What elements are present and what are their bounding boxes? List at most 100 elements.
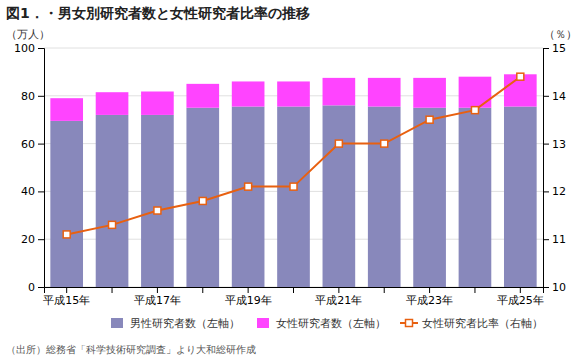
grid-line [44,48,543,49]
tick-mark [38,239,44,240]
x-axis-tick: 平成23年 [406,287,453,307]
tick-mark [429,287,430,293]
bar [232,81,265,106]
y2-axis: 101112131415 [543,42,566,294]
bar [186,84,219,108]
tick-label: 平成15年 [43,294,90,307]
y2-axis-tick: 11 [543,233,566,246]
tick-label: 11 [552,233,566,246]
bar [96,115,129,287]
title: 図1．・男女別研究者数と女性研究者比率の推移 [6,5,310,21]
bar-series [50,74,536,121]
bar [368,107,401,287]
tick-label: 20 [21,233,35,246]
y-axis-tick: 60 [21,138,44,151]
tick-label: 15 [552,42,566,55]
tick-label: 平成21年 [315,294,362,307]
legend-symbol [257,318,269,328]
tick-mark [38,191,44,192]
y-axis: 0 20 40 60 80 100 [14,42,45,294]
legend-item: 女性研究者数（左軸） [257,317,386,330]
bar [504,107,537,287]
marker [154,207,161,214]
bar [50,121,83,287]
legend-item: 男性研究者数（左軸） [111,317,240,330]
y2-axis-label: （％） [544,28,577,41]
tick-label: 13 [552,138,566,151]
tick-label: 平成23年 [406,294,453,307]
marker [109,221,116,228]
tick-label: 平成17年 [134,294,181,307]
marker [245,183,252,190]
bar [368,78,401,107]
tick-mark [543,191,549,192]
tick-mark [293,287,294,293]
x-axis-tick: 平成17年 [134,287,181,307]
legend-item: 女性研究者比率（右軸） [400,317,543,330]
x-axis-tick [202,287,203,293]
tick-mark [543,144,549,145]
line [67,77,521,235]
legend-label: 男性研究者数（左軸） [130,317,240,330]
legend-symbol [111,318,123,328]
y-axis-tick: 80 [21,90,44,103]
tick-mark [38,48,44,49]
marker [199,197,206,204]
tick-mark [543,96,549,97]
tick-mark [543,287,549,288]
tick-mark [543,239,549,240]
tick-label: 0 [28,281,35,294]
tick-mark [543,48,549,49]
bar [459,108,492,287]
bar [232,107,265,287]
y-axis-tick: 0 [28,281,44,294]
legend: 男性研究者数（左軸） 女性研究者数（左軸） 女性研究者比率（右軸） [111,317,543,330]
plot: 平成15年 平成17年 平成19年 平成21年 平成23年 平成25年 0 20 40 60 80 1… [14,42,566,307]
legend-label: 女性研究者比率（右軸） [422,317,543,330]
y2-axis-tick: 10 [543,281,566,294]
marker [426,116,433,123]
marker [335,140,342,147]
x-axis-tick [384,287,385,293]
x-axis-tick: 平成21年 [315,287,362,307]
marks [50,73,536,287]
grid [44,48,543,287]
y-axis-tick: 20 [21,233,44,246]
bar-series [50,105,536,287]
tick-mark [248,287,249,293]
bar [413,108,446,287]
bar [277,81,310,106]
y-axis-tick: 100 [14,42,44,55]
tick-mark [520,287,521,293]
marker [290,183,297,190]
tick-mark [38,144,44,145]
tick-label: 40 [21,185,35,198]
tick-label: 80 [21,90,35,103]
marker [517,73,524,80]
bar [277,107,310,287]
axis-line [38,49,45,288]
tick-label: 14 [552,90,566,103]
tick-mark [66,287,67,293]
x-axis-tick [293,287,294,293]
legend-symbol [406,320,413,327]
bar [413,78,446,108]
marker [471,107,478,114]
tick-label: 10 [552,281,566,294]
axis-line [544,49,550,288]
tick-mark [384,287,385,293]
tick-mark [38,287,44,288]
tick-mark [38,96,44,97]
bar [323,78,356,105]
source-note: （出所）総務省「科学技術研究調査」より大和総研作成 [6,344,256,355]
marker [63,231,70,238]
tick-label: 平成19年 [225,294,272,307]
y2-axis-tick: 14 [543,90,566,103]
tick-mark [202,287,203,293]
bar [141,115,174,287]
bar [323,105,356,287]
x-axis-tick: 平成19年 [225,287,272,307]
x-axis-tick: 平成25年 [497,287,544,307]
x-axis-tick: 平成15年 [43,287,90,307]
y2-axis-tick: 13 [543,138,566,151]
